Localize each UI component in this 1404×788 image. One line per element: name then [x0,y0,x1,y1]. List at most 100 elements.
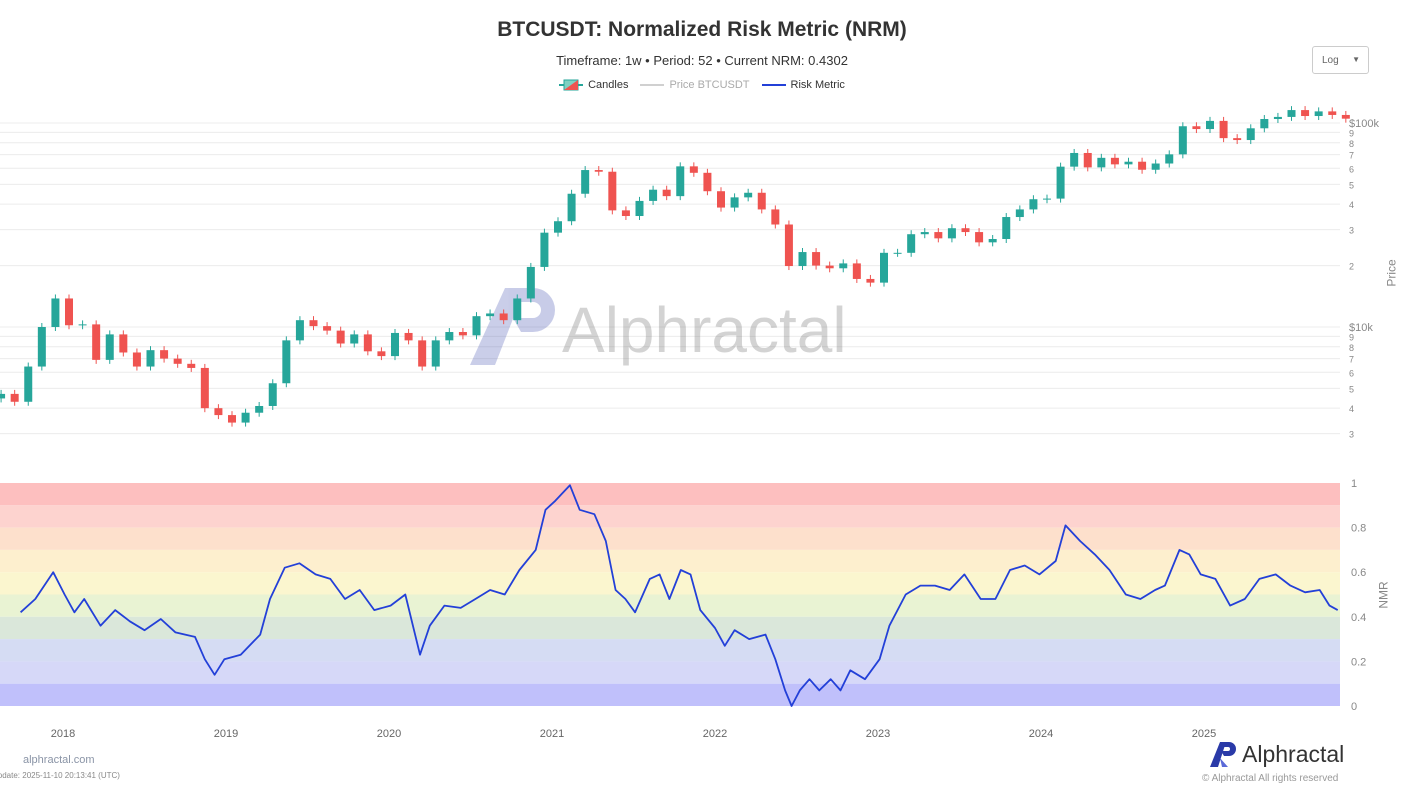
candle [975,232,984,243]
year-tick-label: 2024 [1029,728,1053,740]
candle [65,298,73,326]
price-tick-label: 7 [1349,355,1354,365]
candles-legend-icon [559,79,584,91]
watermark: Alphractal [470,288,847,366]
candle [703,172,712,192]
nmr-tick-label: 1 [1351,478,1357,490]
candle [1246,128,1255,141]
candle [10,393,19,402]
candle [608,171,617,211]
watermark-logo-icon [513,288,555,332]
candle [1138,161,1147,170]
candle [350,334,359,344]
candle [105,334,114,360]
candle [744,192,753,198]
candle [621,210,630,217]
candle [839,263,848,269]
candle [1097,157,1106,168]
candle [214,408,223,416]
legend-label: Risk Metric [790,79,845,91]
legend-item-price[interactable]: Price BTCUSDT [640,79,750,91]
scale-select[interactable]: Log ▼ [1312,46,1369,74]
candle [295,320,304,341]
candle [282,340,291,384]
price-tick-label: 5 [1349,384,1354,394]
risk-band [0,639,1340,662]
candle [24,366,33,402]
candle [1341,114,1350,119]
price-tick-label: 3 [1349,226,1354,236]
candle [1029,199,1038,210]
price-tick-label: 8 [1349,139,1354,149]
candle [526,266,535,299]
year-tick-label: 2023 [866,728,890,740]
candle [757,192,766,210]
candle [1219,120,1228,139]
price-tick-label: 7 [1349,151,1354,161]
candle [391,332,399,357]
candle [540,232,549,267]
price-tick-label: 4 [1349,404,1354,414]
candle [309,320,318,327]
price-tick-label: 8 [1349,343,1354,353]
candle [0,393,6,399]
year-tick-label: 2020 [377,728,401,740]
candle [812,252,821,266]
candle [730,197,739,208]
price-tick-label: $100k [1349,118,1379,130]
price-line-legend-icon [640,84,665,86]
risk-band [0,683,1340,706]
risk-band [0,594,1340,617]
risk-line-legend-icon [761,84,786,86]
candle [78,324,87,326]
chart-subtitle: Timeframe: 1w • Period: 52 • Current NRM… [556,53,848,68]
candle [1260,119,1269,129]
price-tick-label: 6 [1349,368,1354,378]
legend-item-risk-metric[interactable]: Risk Metric [761,79,845,91]
price-tick-label: 6 [1349,164,1354,174]
candle [920,232,929,235]
candle [1110,157,1119,165]
candle [581,170,590,194]
candle [1043,198,1051,200]
candle [1165,154,1174,164]
nmr-tick-label: 0 [1351,701,1357,713]
candle [676,166,685,197]
legend-item-candles[interactable]: Candles [559,79,628,91]
candle [1233,138,1242,141]
candle [934,232,943,239]
nmr-tick-label: 0.2 [1351,656,1366,668]
price-tick-label: 2 [1349,262,1354,272]
candle [241,412,250,423]
site-link[interactable]: alphractal.com [23,754,95,766]
candle [255,405,264,413]
candle [1056,166,1065,199]
scale-select-value: Log [1322,55,1339,66]
price-axis-label: Price [1384,259,1399,287]
candle [1206,120,1214,130]
candle [852,263,861,279]
candle [1192,126,1201,130]
nmr-tick-label: 0.4 [1351,612,1366,624]
candle [1002,217,1011,240]
candle [961,228,970,233]
update-timestamp: Update: 2025-11-10 20:13:41 (UTC) [0,771,120,780]
candle [37,327,46,367]
candle [228,415,236,423]
candle [988,239,997,243]
price-tick-label: 9 [1349,332,1354,342]
candle [404,332,413,341]
year-tick-label: 2018 [51,728,75,740]
candle [458,332,467,336]
candle [866,278,875,283]
candle [689,166,698,173]
candle [268,383,277,406]
candle [336,330,345,344]
risk-band [0,549,1340,573]
candle [51,298,60,327]
nmr-axis-label: NMR [1376,581,1391,609]
candle [947,228,956,239]
candle [554,221,562,233]
candle [1328,111,1337,115]
